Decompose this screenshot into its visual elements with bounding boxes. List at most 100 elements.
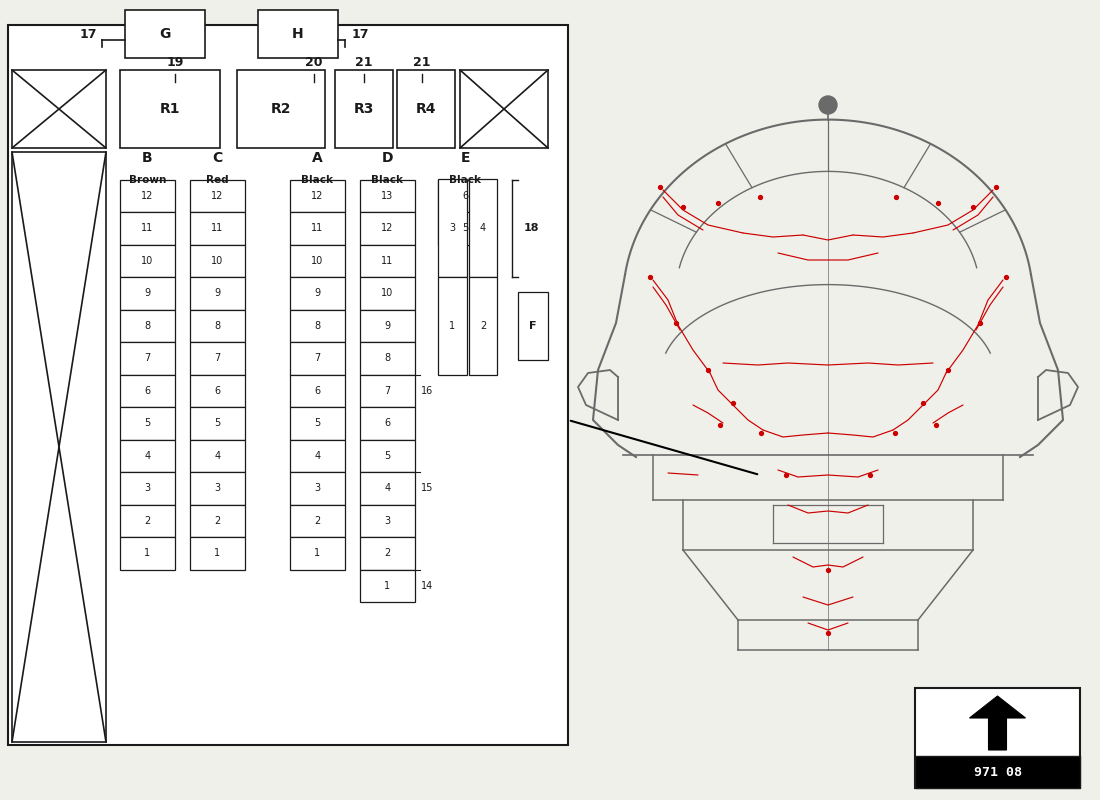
Text: 10: 10 <box>142 256 154 266</box>
Bar <box>360 472 415 505</box>
Text: 9: 9 <box>144 288 151 298</box>
Text: 1: 1 <box>449 321 455 330</box>
Bar <box>290 212 345 245</box>
Bar <box>125 10 205 58</box>
Text: 4: 4 <box>384 483 390 494</box>
Circle shape <box>820 96 837 114</box>
Text: 4: 4 <box>480 223 486 234</box>
Bar <box>469 277 497 374</box>
Text: B: B <box>142 151 153 165</box>
Bar <box>518 292 548 360</box>
Bar <box>360 374 415 407</box>
Bar <box>290 439 345 472</box>
Bar <box>120 439 175 472</box>
Text: 5: 5 <box>144 418 151 428</box>
Text: 11: 11 <box>211 223 223 234</box>
Bar <box>190 472 245 505</box>
Text: 2: 2 <box>144 516 151 526</box>
Text: 2: 2 <box>480 321 486 330</box>
Text: 6: 6 <box>462 190 469 201</box>
Bar <box>12 152 106 742</box>
Text: A: A <box>312 151 323 165</box>
Bar <box>120 342 175 374</box>
Bar <box>360 277 415 310</box>
Text: 3: 3 <box>144 483 151 494</box>
Text: 9: 9 <box>214 288 221 298</box>
Text: G: G <box>160 27 170 41</box>
Text: 6: 6 <box>214 386 221 396</box>
Bar <box>120 310 175 342</box>
Text: Black: Black <box>372 175 404 185</box>
Bar <box>290 505 345 537</box>
Bar <box>120 407 175 439</box>
Bar <box>290 245 345 277</box>
Bar <box>438 277 466 374</box>
Text: 8: 8 <box>144 321 151 330</box>
Bar <box>360 342 415 374</box>
Bar <box>120 70 220 148</box>
Bar <box>120 537 175 570</box>
Text: Black: Black <box>450 175 482 185</box>
Text: 10: 10 <box>382 288 394 298</box>
Text: F: F <box>529 321 537 330</box>
Bar <box>360 407 415 439</box>
Text: 5: 5 <box>384 450 390 461</box>
Bar <box>190 439 245 472</box>
Text: R2: R2 <box>271 102 292 116</box>
Bar <box>438 179 466 277</box>
Bar <box>190 245 245 277</box>
Text: E: E <box>461 151 471 165</box>
Bar <box>290 179 345 212</box>
Bar <box>360 505 415 537</box>
Text: 1: 1 <box>384 581 390 590</box>
Bar <box>360 212 415 245</box>
Text: 7: 7 <box>384 386 390 396</box>
Text: 7: 7 <box>315 354 320 363</box>
Text: 12: 12 <box>211 190 223 201</box>
Text: 2: 2 <box>214 516 221 526</box>
Bar <box>120 245 175 277</box>
Bar <box>190 179 245 212</box>
Text: 16: 16 <box>421 386 433 396</box>
Text: R1: R1 <box>160 102 180 116</box>
Bar <box>290 472 345 505</box>
Bar <box>120 374 175 407</box>
Text: 2: 2 <box>315 516 320 526</box>
Bar <box>190 374 245 407</box>
Text: 11: 11 <box>142 223 154 234</box>
Text: R3: R3 <box>354 102 374 116</box>
Bar <box>290 342 345 374</box>
Text: 6: 6 <box>144 386 151 396</box>
Text: 7: 7 <box>214 354 221 363</box>
Text: 6: 6 <box>384 418 390 428</box>
Bar <box>190 537 245 570</box>
Bar <box>120 472 175 505</box>
Text: 11: 11 <box>311 223 323 234</box>
Text: 971 08: 971 08 <box>974 766 1022 778</box>
Text: 21: 21 <box>355 55 373 69</box>
Text: 4: 4 <box>144 450 151 461</box>
Bar <box>290 374 345 407</box>
Bar <box>236 70 324 148</box>
Text: 21: 21 <box>414 55 431 69</box>
Text: 10: 10 <box>211 256 223 266</box>
Text: D: D <box>382 151 394 165</box>
Bar <box>12 70 106 148</box>
Text: 12: 12 <box>141 190 154 201</box>
Text: 5: 5 <box>462 223 469 234</box>
Text: 4: 4 <box>214 450 221 461</box>
Text: 1: 1 <box>144 548 151 558</box>
Text: Red: Red <box>206 175 229 185</box>
Text: 18: 18 <box>524 223 539 234</box>
Text: 5: 5 <box>315 418 320 428</box>
Text: 5: 5 <box>214 418 221 428</box>
Bar <box>336 70 393 148</box>
Text: H: H <box>293 27 304 41</box>
Bar <box>190 277 245 310</box>
Text: 3: 3 <box>214 483 221 494</box>
Text: 14: 14 <box>421 581 433 590</box>
Bar <box>360 245 415 277</box>
Bar <box>8 25 568 745</box>
Text: 8: 8 <box>315 321 320 330</box>
Bar <box>290 310 345 342</box>
